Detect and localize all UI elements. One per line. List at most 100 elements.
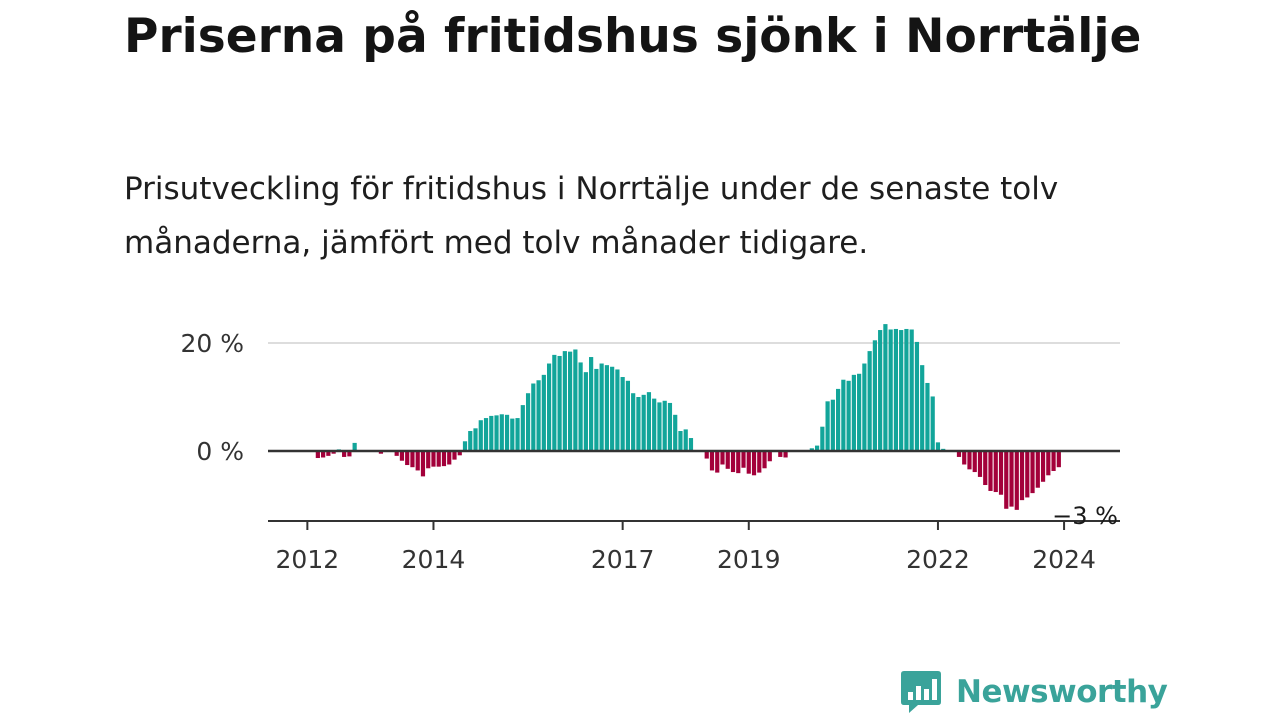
bar [688,438,694,451]
bar [347,451,352,457]
latest-value-label: −3 % [1052,502,1118,530]
bar [899,330,904,451]
bar [536,380,541,451]
bar [342,451,347,457]
bar [683,429,688,451]
bar [667,402,673,451]
bar [993,451,998,493]
bar [662,400,667,451]
bar [1040,451,1046,482]
bar [814,445,820,451]
bar [809,448,814,451]
x-tick-label: 2024 [1032,545,1096,574]
bar [378,451,384,454]
chart-subtitle: Prisutveckling för fritidshus i Norrtälj… [124,171,1059,261]
bar [436,451,441,467]
bar [872,340,877,451]
bar [520,405,525,451]
bar [494,415,499,451]
bar [1025,451,1030,498]
bar [909,329,914,451]
bar [394,451,399,456]
bar [920,365,925,451]
x-tick-label: 2022 [906,545,970,574]
bar [625,380,631,451]
bar [983,451,988,486]
bar [468,431,473,451]
bar [709,451,715,471]
bar [977,451,983,477]
bar [967,451,972,470]
bar [405,451,410,466]
bar [441,451,447,467]
bar [998,451,1004,495]
bar [1051,451,1056,471]
tick-labels: 0 % 20 % 2012 2014 2017 2019 2022 2024 −3 % [180,329,1117,574]
x-tick-label: 2019 [717,545,781,574]
x-tick-label: 2014 [402,545,466,574]
bar [631,393,636,451]
bar [557,355,562,451]
bar [426,451,431,469]
bar [657,402,662,451]
bar [478,420,483,451]
bar [399,451,405,461]
bar [646,392,652,451]
bar [925,382,930,451]
bar [546,363,552,451]
bar [462,441,468,451]
bar-chart: 0 % 20 % 2012 2014 2017 2019 2022 2024 −3 % [180,324,1120,574]
bar [962,451,967,465]
bar [483,418,489,451]
bar [757,451,762,473]
bar [331,451,336,454]
bar [857,373,862,451]
bar [315,451,320,459]
bar [767,451,772,462]
bar [820,426,825,451]
bar [578,362,583,451]
bar-chart-speech-bubble-icon [901,671,941,713]
y-tick-label: 20 % [180,329,244,358]
bar [720,451,725,465]
bar [904,328,909,451]
bar [778,451,783,457]
bar [930,396,935,451]
bar [673,414,678,451]
bar [531,383,536,451]
bar [1009,451,1014,507]
bar [562,351,567,451]
x-tick-label: 2017 [591,545,655,574]
bar [599,363,604,451]
bar [1014,451,1019,510]
bar [541,374,546,451]
bar [1056,451,1061,468]
bar [893,328,899,451]
bar [525,393,531,451]
chart-title: Priserna på fritidshus sjönk i Norrtälje [124,9,1142,64]
bar [715,451,720,473]
newsworthy-logo: Newsworthy [900,668,1168,716]
bar [552,354,557,451]
bar [956,451,962,457]
axes [268,449,1120,530]
bar [568,351,573,451]
bar [878,330,883,451]
bar [510,418,515,451]
bar [830,399,835,451]
bar [583,372,588,451]
bar [515,418,520,451]
bar [499,414,504,451]
bar [620,377,625,451]
bar [736,451,741,474]
bar [447,451,452,465]
bar [573,349,578,451]
bar [888,329,893,451]
bar [730,451,736,473]
bar [825,401,830,451]
bar [678,431,683,451]
bar [1046,451,1051,476]
bar [762,451,767,469]
bar [452,451,457,460]
bar [504,414,510,451]
